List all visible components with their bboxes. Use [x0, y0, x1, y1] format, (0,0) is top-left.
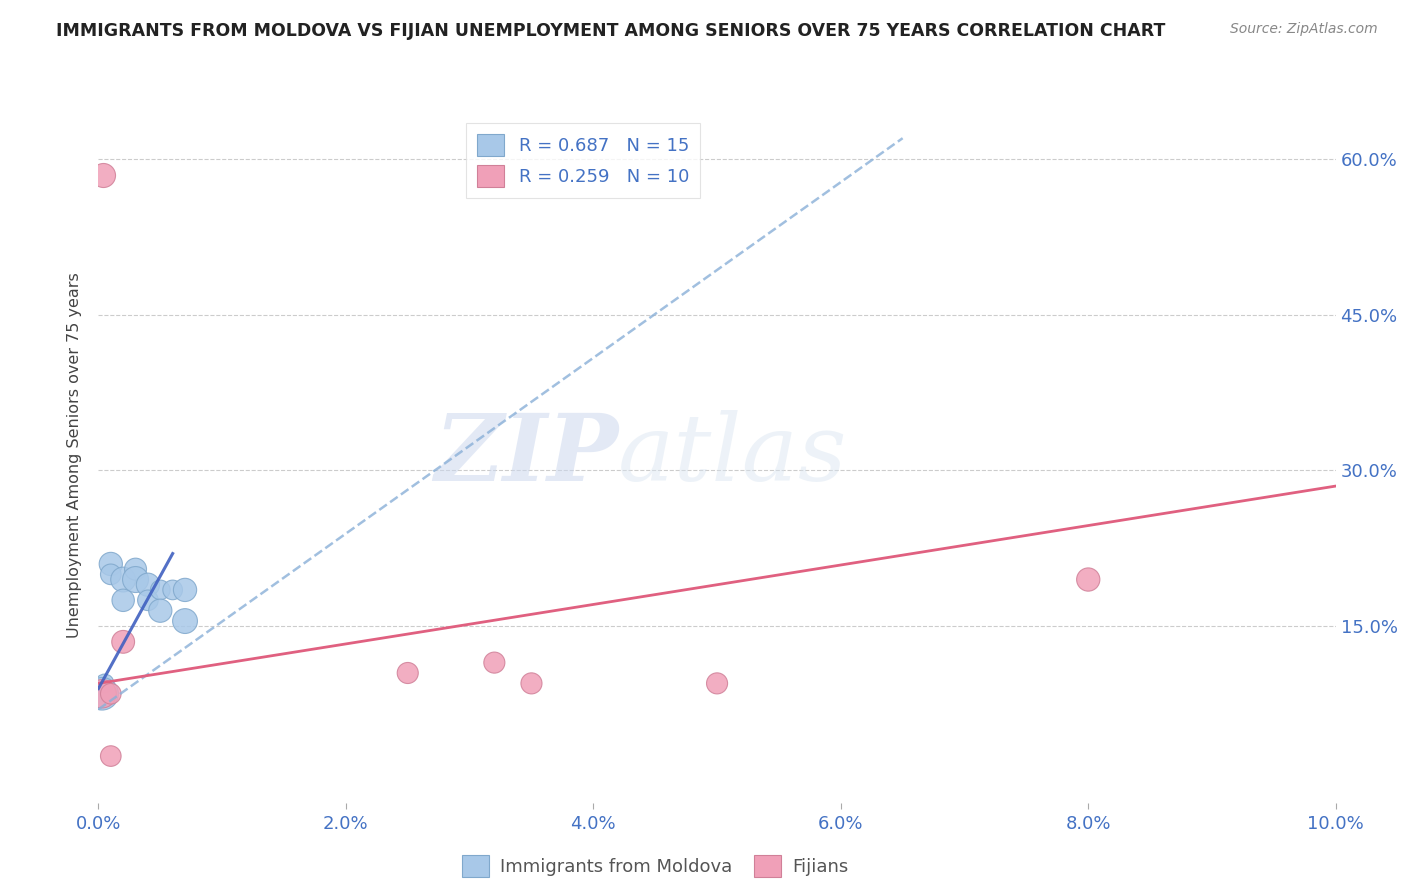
Point	[174, 614, 197, 628]
Point	[93, 168, 115, 182]
Point	[91, 687, 114, 701]
Point	[112, 593, 135, 607]
Point	[100, 567, 122, 582]
Point	[1077, 573, 1099, 587]
Point	[136, 593, 159, 607]
Point	[396, 665, 419, 680]
Point	[100, 749, 122, 764]
Text: IMMIGRANTS FROM MOLDOVA VS FIJIAN UNEMPLOYMENT AMONG SENIORS OVER 75 YEARS CORRE: IMMIGRANTS FROM MOLDOVA VS FIJIAN UNEMPL…	[56, 22, 1166, 40]
Text: atlas: atlas	[619, 410, 848, 500]
Point	[174, 582, 197, 597]
Point	[149, 604, 172, 618]
Point	[124, 562, 146, 576]
Point	[149, 582, 172, 597]
Point	[112, 573, 135, 587]
Point	[91, 687, 114, 701]
Point	[162, 582, 184, 597]
Point	[706, 676, 728, 690]
Point	[520, 676, 543, 690]
Text: Source: ZipAtlas.com: Source: ZipAtlas.com	[1230, 22, 1378, 37]
Point	[124, 573, 146, 587]
Point	[112, 635, 135, 649]
Point	[484, 656, 506, 670]
Y-axis label: Unemployment Among Seniors over 75 years: Unemployment Among Seniors over 75 years	[67, 272, 83, 638]
Point	[136, 578, 159, 592]
Point	[100, 557, 122, 571]
Point	[93, 676, 115, 690]
Text: ZIP: ZIP	[434, 410, 619, 500]
Legend: Immigrants from Moldova, Fijians: Immigrants from Moldova, Fijians	[456, 847, 855, 884]
Point	[100, 687, 122, 701]
